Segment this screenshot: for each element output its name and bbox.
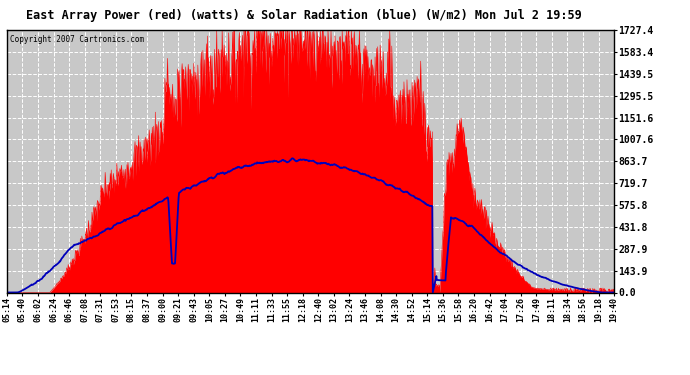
Text: East Array Power (red) (watts) & Solar Radiation (blue) (W/m2) Mon Jul 2 19:59: East Array Power (red) (watts) & Solar R… (26, 9, 582, 22)
Text: Copyright 2007 Cartronics.com: Copyright 2007 Cartronics.com (10, 35, 144, 44)
